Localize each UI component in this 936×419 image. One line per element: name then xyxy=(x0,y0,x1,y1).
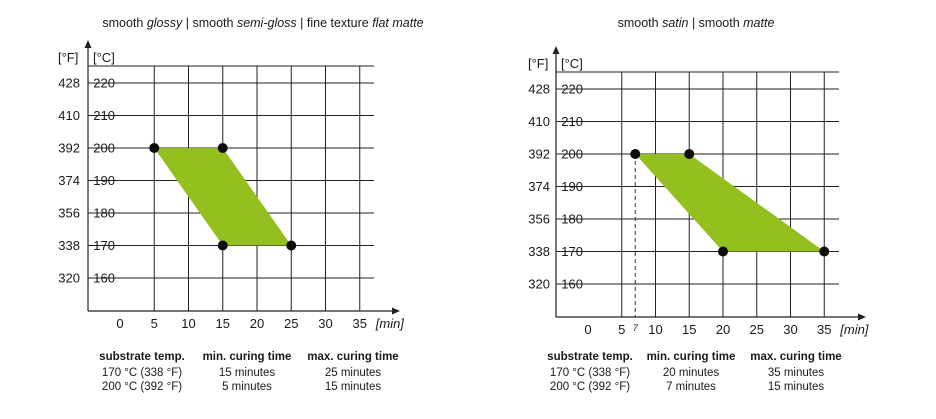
y-tick-label-c: 170 xyxy=(561,244,583,259)
data-point xyxy=(149,143,160,153)
data-point xyxy=(684,149,695,159)
y-label-fahrenheit: [°F] xyxy=(58,50,78,65)
x-axis-arrow xyxy=(392,307,400,315)
y-tick-label-f: 410 xyxy=(58,108,80,123)
x-tick-label: 30 xyxy=(783,322,797,337)
table-cell: 7 minutes xyxy=(666,381,716,393)
x-tick-label: 5 xyxy=(618,322,625,337)
y-tick-label-c: 220 xyxy=(93,76,115,91)
data-point xyxy=(286,240,297,251)
table-cell: 5 minutes xyxy=(222,381,272,393)
chart-title-part: | smooth xyxy=(688,16,743,30)
table-cell: 200 °C (392 °F) xyxy=(550,381,630,393)
chart-title-part: matte xyxy=(743,16,774,30)
table-header: min. curing time xyxy=(647,351,736,363)
table-cell: 15 minutes xyxy=(219,367,276,379)
x-tick-label: 20 xyxy=(250,316,264,331)
table-header: substrate temp. xyxy=(99,351,185,363)
table-cell: 20 minutes xyxy=(663,367,720,379)
y-tick-label-f: 428 xyxy=(528,82,550,97)
y-tick-label-c: 190 xyxy=(93,173,115,188)
table-header: min. curing time xyxy=(203,351,292,363)
x-tick-label: 10 xyxy=(648,322,662,337)
y-tick-label-c: 180 xyxy=(561,212,583,227)
x-tick-label: 35 xyxy=(353,316,367,331)
y-tick-label-f: 320 xyxy=(528,277,550,292)
x-extra-tick-label: 7 xyxy=(633,323,639,333)
table-header: max. curing time xyxy=(750,351,841,363)
chart-title: smooth glossy | smooth semi-gloss | fine… xyxy=(102,16,423,30)
y-tick-label-c: 170 xyxy=(93,238,115,253)
y-tick-label-f: 374 xyxy=(528,179,550,194)
x-axis-label: [min] xyxy=(839,322,869,337)
y-label-fahrenheit: [°F] xyxy=(528,56,548,71)
x-tick-label: 30 xyxy=(318,316,332,331)
y-tick-label-c: 160 xyxy=(93,271,115,286)
y-tick-label-f: 356 xyxy=(528,212,550,227)
x-tick-label: 10 xyxy=(181,316,195,331)
y-tick-label-f: 410 xyxy=(528,114,550,129)
data-point xyxy=(718,246,728,257)
y-tick-label-f: 392 xyxy=(58,141,80,156)
y-tick-label-f: 338 xyxy=(58,238,80,253)
x-tick-label: 0 xyxy=(584,322,591,337)
x-tick-label: 5 xyxy=(151,316,158,331)
data-point xyxy=(217,143,228,153)
y-tick-label-f: 338 xyxy=(528,244,550,259)
chart-title-part: glossy xyxy=(147,16,183,30)
y-tick-label-c: 200 xyxy=(561,147,583,162)
y-tick-label-c: 210 xyxy=(561,114,583,129)
x-tick-label: 20 xyxy=(716,322,730,337)
y-tick-label-c: 180 xyxy=(93,206,115,221)
chart-title-part: flat matte xyxy=(372,16,423,30)
table-header: max. curing time xyxy=(307,351,398,363)
chart-title: smooth satin | smooth matte xyxy=(618,16,775,30)
chart-title-part: | fine texture xyxy=(297,16,373,30)
chart-2: smooth satin | smooth matte [°F] [°C] 320 16… xyxy=(528,16,869,393)
y-axis-arrow xyxy=(552,46,560,54)
y-label-celsius: [°C] xyxy=(561,56,583,71)
y-tick-label-f: 392 xyxy=(528,147,550,162)
curing-window-region xyxy=(635,154,825,252)
data-point xyxy=(630,149,641,159)
y-tick-label-c: 190 xyxy=(561,179,583,194)
table-cell: 170 °C (338 °F) xyxy=(102,367,182,379)
y-label-celsius: [°C] xyxy=(93,50,115,65)
y-tick-label-c: 200 xyxy=(93,141,115,156)
chart-title-part: satin xyxy=(662,16,688,30)
x-axis-label: [min] xyxy=(375,316,405,331)
y-tick-label-c: 160 xyxy=(561,277,583,292)
x-axis-arrow xyxy=(858,313,866,321)
chart-title-part: smooth xyxy=(618,16,662,30)
x-tick-label: 25 xyxy=(284,316,298,331)
chart-1: smooth glossy | smooth semi-gloss | fine… xyxy=(58,16,424,393)
y-tick-label-f: 356 xyxy=(58,206,80,221)
x-tick-label: 25 xyxy=(750,322,764,337)
x-tick-label: 35 xyxy=(817,322,831,337)
x-tick-label: 0 xyxy=(116,316,123,331)
x-tick-label: 15 xyxy=(216,316,230,331)
curing-window-region xyxy=(154,148,292,246)
data-point xyxy=(819,246,830,257)
table-cell: 15 minutes xyxy=(325,381,382,393)
y-tick-label-f: 428 xyxy=(58,76,80,91)
y-tick-label-f: 320 xyxy=(58,271,80,286)
chart-title-part: | smooth xyxy=(182,16,237,30)
y-tick-label-c: 220 xyxy=(561,82,583,97)
table-cell: 170 °C (338 °F) xyxy=(550,367,630,379)
table-cell: 15 minutes xyxy=(768,381,825,393)
x-tick-label: 15 xyxy=(682,322,696,337)
table-cell: 200 °C (392 °F) xyxy=(102,381,182,393)
y-tick-label-f: 374 xyxy=(58,173,80,188)
table-header: substrate temp. xyxy=(547,351,633,363)
table-cell: 35 minutes xyxy=(768,367,825,379)
table-cell: 25 minutes xyxy=(325,367,382,379)
data-point xyxy=(217,240,228,251)
y-tick-label-c: 210 xyxy=(93,108,115,123)
y-axis-arrow xyxy=(84,40,92,48)
chart-title-part: smooth xyxy=(102,16,146,30)
chart-title-part: semi-gloss xyxy=(237,16,297,30)
